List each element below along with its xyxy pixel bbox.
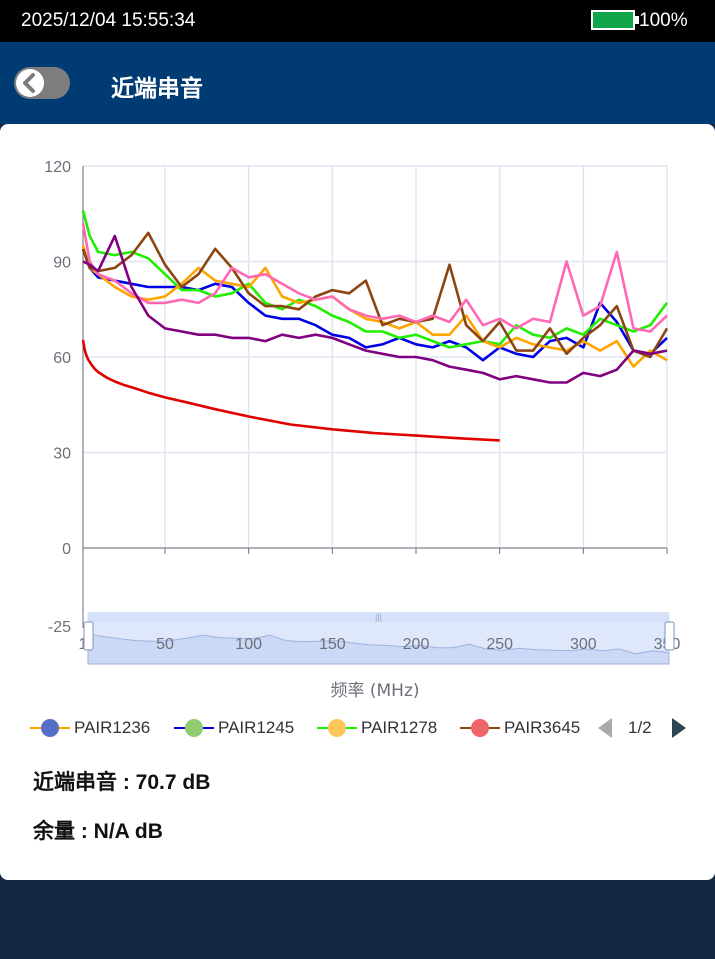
legend-marker-pair1278 bbox=[317, 719, 357, 737]
zoom-grip: ||| bbox=[375, 612, 382, 622]
legend-marker-pair3645 bbox=[460, 719, 500, 737]
y-tick-label: 30 bbox=[53, 446, 71, 463]
x-tick-label: 50 bbox=[156, 636, 174, 653]
series-line-1 bbox=[81, 210, 669, 349]
y-zoom-min-label: -25 bbox=[48, 619, 71, 636]
series-line-4 bbox=[81, 223, 668, 333]
next-chart: 1209060300-25|||150100150200250300350频率 … bbox=[44, 159, 680, 701]
legend-label-pair1278: PAIR1278 bbox=[361, 718, 438, 737]
series-line-5 bbox=[82, 234, 668, 384]
legend-label-pair3645: PAIR3645 bbox=[504, 718, 581, 737]
back-button[interactable] bbox=[14, 67, 70, 99]
margin-value: 余量 : N/A dB bbox=[33, 820, 163, 843]
battery-icon bbox=[591, 10, 635, 30]
series-line-3 bbox=[81, 231, 669, 359]
y-tick-label: 90 bbox=[53, 255, 71, 272]
status-bar: 2025/12/04 15:55:34 100% bbox=[0, 0, 715, 42]
x-tick-label: 100 bbox=[235, 636, 262, 653]
content-card: 1209060300-25|||150100150200250300350频率 … bbox=[0, 124, 715, 880]
x-axis-title: 频率 (MHz) bbox=[330, 681, 419, 701]
legend-label-pair1245: PAIR1245 bbox=[218, 718, 295, 737]
x-tick-label: 150 bbox=[319, 636, 346, 653]
zoom-handle-left[interactable] bbox=[83, 621, 94, 651]
triangle-right-icon[interactable] bbox=[672, 718, 686, 738]
x-tick-label: 200 bbox=[403, 636, 430, 653]
x-tick-label: 300 bbox=[570, 636, 597, 653]
y-tick-label: 120 bbox=[44, 159, 71, 176]
series-line-2 bbox=[81, 245, 668, 368]
chevron-left-icon bbox=[23, 73, 35, 93]
zoom-slider-top-bar bbox=[88, 612, 669, 622]
next-value: 近端串音 : 70.7 dB bbox=[33, 771, 211, 794]
zoom-preview-area bbox=[87, 630, 670, 665]
y-tick-label: 60 bbox=[53, 350, 71, 367]
battery-tip bbox=[635, 16, 639, 24]
legend-marker-pair1245 bbox=[174, 719, 214, 737]
triangle-left-icon[interactable] bbox=[598, 718, 612, 738]
x-tick-label: 250 bbox=[486, 636, 513, 653]
zoom-handle-right[interactable] bbox=[664, 621, 675, 651]
legend-page-indicator: 1/2 bbox=[628, 718, 652, 737]
battery-level: 100% bbox=[639, 10, 688, 31]
series-line-6 bbox=[81, 339, 500, 442]
series-line-0 bbox=[81, 248, 668, 362]
x-tick-label: 1 bbox=[79, 636, 88, 653]
legend-label-pair1236: PAIR1236 bbox=[74, 718, 151, 737]
datetime: 2025/12/04 15:55:34 bbox=[21, 10, 196, 31]
header: 近端串音 bbox=[0, 42, 715, 124]
chart-legend: PAIR1236 PAIR1245 PAIR1278 PAIR3645 bbox=[30, 716, 715, 740]
page-title: 近端串音 bbox=[111, 75, 203, 101]
y-tick-label: 0 bbox=[62, 541, 71, 558]
legend-marker-pair1236 bbox=[30, 719, 70, 737]
back-button-knob bbox=[16, 69, 44, 97]
